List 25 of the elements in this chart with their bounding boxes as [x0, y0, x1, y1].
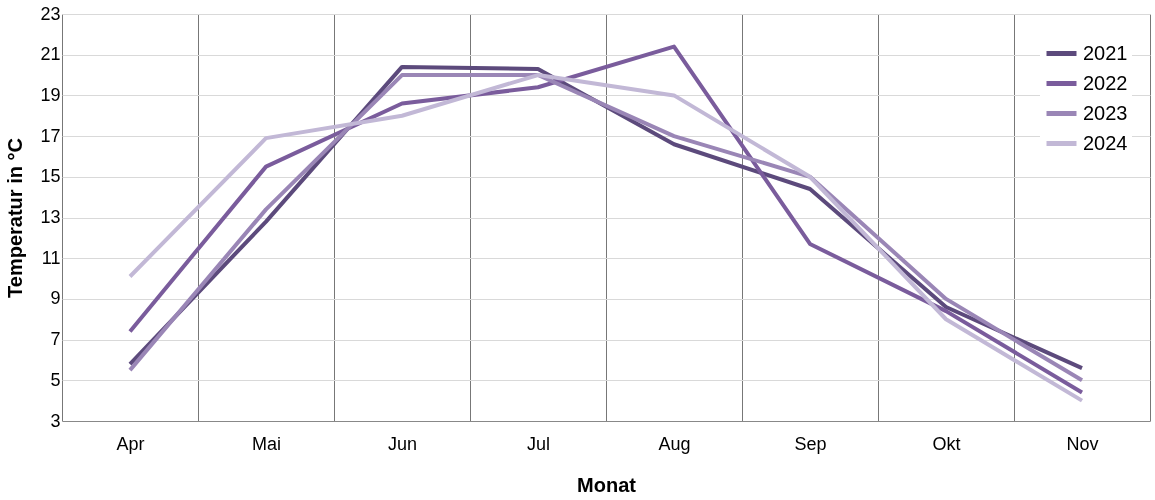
y-tick-label: 15	[40, 166, 61, 187]
y-tick-label: 19	[40, 84, 61, 105]
y-tick-label: 17	[40, 125, 61, 146]
y-tick-label: 7	[50, 329, 61, 350]
x-tick-label: Okt	[932, 433, 961, 454]
legend-label: 2021	[1083, 41, 1128, 64]
y-tick-label: 9	[50, 288, 61, 309]
legend-label: 2024	[1083, 131, 1128, 154]
y-tick-label: 5	[50, 369, 61, 390]
x-tick-label: Nov	[1066, 433, 1099, 454]
x-tick-label: Sep	[794, 433, 827, 454]
x-tick-label: Jun	[387, 433, 418, 454]
x-tick-label: Mai	[251, 433, 282, 454]
x-tick-label: Aug	[658, 433, 691, 454]
y-axis-title: Temperatur in °C	[4, 138, 27, 298]
y-tick-label: 23	[40, 3, 61, 24]
legend-label: 2022	[1083, 71, 1128, 94]
x-tick-label: Apr	[116, 433, 145, 454]
y-tick-label: 11	[41, 247, 61, 268]
y-tick-label: 21	[40, 44, 61, 65]
y-tick-label: 3	[50, 410, 61, 431]
legend-label: 2023	[1083, 101, 1128, 124]
y-tick-label: 13	[40, 207, 61, 227]
x-tick-label: Jul	[526, 433, 551, 454]
x-axis-title: Monat	[577, 473, 637, 496]
